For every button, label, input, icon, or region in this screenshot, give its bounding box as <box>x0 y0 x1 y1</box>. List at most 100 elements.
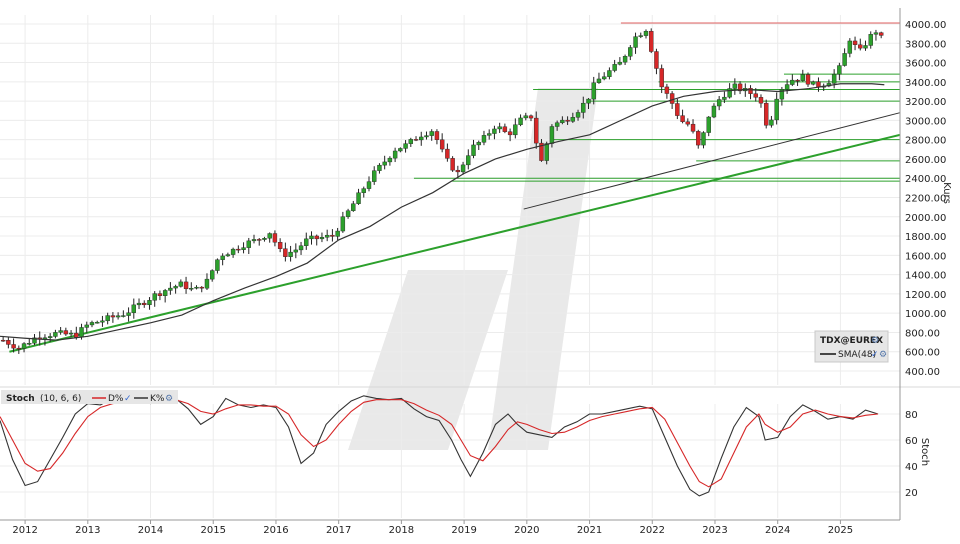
candle-body <box>450 158 455 171</box>
candle-body <box>873 32 879 35</box>
candle-body <box>345 210 351 217</box>
stoch-params: (10, 6, 6) <box>40 394 81 404</box>
legend-settings-icon[interactable]: ⚙ <box>871 336 879 346</box>
candle-body <box>403 143 408 149</box>
candle-body <box>392 150 398 159</box>
candle-body <box>633 36 638 48</box>
price-tick-label: 3000.00 <box>905 116 946 127</box>
candle-body <box>764 102 769 126</box>
legend-box <box>814 330 889 363</box>
candle-body <box>654 51 659 69</box>
candle-body <box>811 81 816 85</box>
candle-body <box>544 143 549 161</box>
candle-body <box>251 239 257 242</box>
year-tick-label: 2021 <box>577 525 602 536</box>
candle-body <box>351 203 356 211</box>
year-tick-label: 2017 <box>326 525 351 536</box>
legend-sma-label: SMA(48) <box>838 350 876 360</box>
price-tick-label: 2600.00 <box>905 155 946 166</box>
candle-body <box>147 300 152 306</box>
candle-body <box>466 155 471 166</box>
candle-body <box>732 83 738 89</box>
stoch-d-check-icon[interactable]: ✓ <box>124 394 132 404</box>
candle-body <box>47 336 53 338</box>
candle-body <box>382 161 387 166</box>
candle-body <box>858 44 863 49</box>
price-tick-label: 1000.00 <box>905 309 946 320</box>
candle-body <box>507 131 513 136</box>
candle-body <box>152 293 157 301</box>
candle-body <box>209 270 215 280</box>
candle-body <box>225 254 231 257</box>
candle-body <box>722 96 727 100</box>
stoch-tick-label: 20 <box>905 488 918 499</box>
stoch-settings-icon[interactable]: ⚙ <box>165 394 173 404</box>
candle-body <box>142 302 147 306</box>
candle-body <box>711 105 717 118</box>
candle-body <box>513 124 518 136</box>
candle-body <box>575 112 581 118</box>
watermark-stroke-bottom <box>348 270 508 450</box>
year-tick-label: 2023 <box>702 525 727 536</box>
legend-sma-settings-icon[interactable]: ⚙ <box>879 350 887 360</box>
stoch-title: Stoch <box>6 394 35 404</box>
year-tick-label: 2013 <box>75 525 100 536</box>
candle-body <box>340 216 346 232</box>
candle-body <box>586 98 591 104</box>
stoch-d-label: D% <box>108 394 124 404</box>
stoch-tick-label: 80 <box>905 410 918 421</box>
candle-body <box>131 304 136 313</box>
watermark-stroke-top <box>488 88 598 450</box>
year-tick-label: 2016 <box>263 525 288 536</box>
candle-body <box>847 40 853 54</box>
candle-body <box>769 119 774 126</box>
candle-body <box>162 290 168 296</box>
candle-body <box>304 238 309 246</box>
trend-line <box>9 133 901 353</box>
candle-body <box>675 103 680 116</box>
candle-body <box>372 170 377 182</box>
candle-body <box>523 115 528 119</box>
candle-body <box>842 53 847 66</box>
candle-body <box>288 251 293 257</box>
candle-body <box>690 123 696 132</box>
candle-body <box>622 56 628 63</box>
candle-body <box>377 164 382 171</box>
candle-body <box>53 332 58 337</box>
price-tick-label: 1200.00 <box>905 290 946 301</box>
stoch-grid <box>0 404 900 518</box>
candle-body <box>669 93 675 104</box>
price-tick-label: 2000.00 <box>905 213 946 224</box>
candle-body <box>758 97 764 104</box>
candle-body <box>863 45 868 49</box>
price-tick-label: 3800.00 <box>905 39 946 50</box>
candle-body <box>84 324 89 328</box>
candle-body <box>272 233 278 243</box>
candle-body <box>565 119 570 122</box>
stoch-axis: 20 40 60 80 <box>905 410 918 499</box>
candle-body <box>241 247 246 250</box>
candle-body <box>314 235 319 240</box>
candle-body <box>659 68 664 88</box>
candle-body <box>366 181 372 189</box>
stoch-tick-label: 60 <box>905 436 918 447</box>
candle-body <box>471 144 476 156</box>
candle-body <box>837 65 842 75</box>
candle-body <box>492 128 497 134</box>
candle-body <box>805 74 811 85</box>
candle-body <box>591 82 596 100</box>
year-tick-label: 2018 <box>389 525 414 536</box>
legend-sma-check-icon[interactable]: ✓ <box>871 350 879 360</box>
horizontal-levels <box>413 22 900 182</box>
candle-body <box>236 248 241 251</box>
candle-body <box>330 234 335 237</box>
candle-body <box>868 34 873 46</box>
candle-body <box>361 188 366 193</box>
candle-body <box>601 76 607 80</box>
candle-body <box>716 99 722 107</box>
sma-48-line <box>0 83 885 341</box>
candle-body <box>178 281 184 287</box>
candle-body <box>68 332 74 335</box>
